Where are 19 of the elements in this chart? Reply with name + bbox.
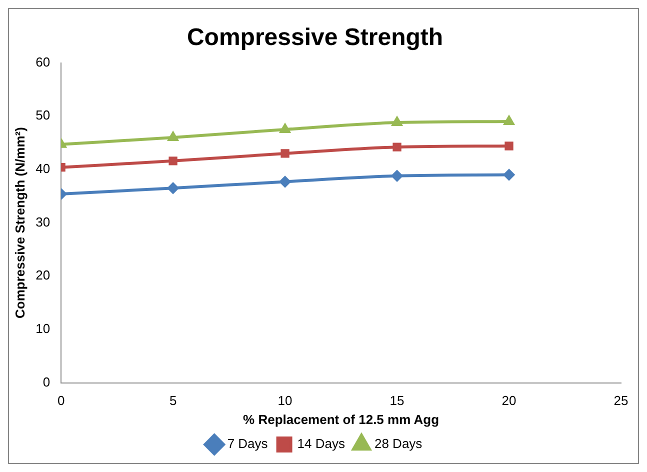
x-tick-label: 5 xyxy=(169,393,177,408)
y-tick-label: 20 xyxy=(36,268,50,283)
x-tick-label: 15 xyxy=(390,393,404,408)
y-axis-title: Compressive Strength (N/mm²) xyxy=(12,127,28,319)
y-tick-label: 0 xyxy=(42,374,50,390)
legend-label: 7 Days xyxy=(227,436,268,452)
y-tick-label: 40 xyxy=(36,161,50,176)
y-tick-label: 10 xyxy=(36,321,50,336)
legend-label: 28 Days xyxy=(374,436,423,452)
y-tick-label: 60 xyxy=(36,54,50,70)
x-tick-label: 20 xyxy=(502,393,516,408)
legend-label: 14 Days xyxy=(297,436,346,452)
x-tick-label: 10 xyxy=(278,393,292,408)
x-tick-label: 0 xyxy=(57,393,65,408)
y-tick-label: 50 xyxy=(36,108,50,123)
x-axis-title: % Replacement of 12.5 mm Agg xyxy=(243,412,440,427)
x-tick-label: 25 xyxy=(614,393,628,408)
y-tick-label: 30 xyxy=(36,214,50,230)
chart-title: Compressive Strength xyxy=(186,24,444,52)
